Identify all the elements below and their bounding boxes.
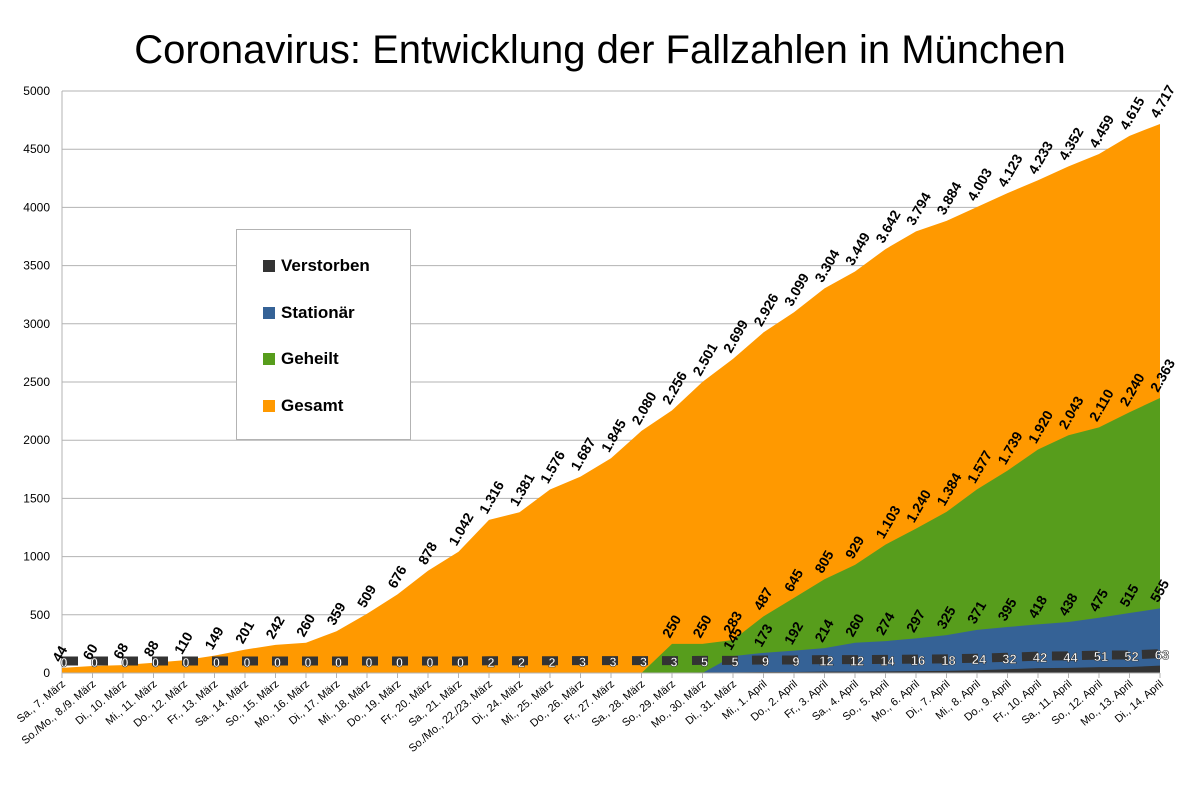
data-label-gesamt: 4.233: [1025, 138, 1056, 177]
y-tick-label: 500: [30, 608, 50, 622]
y-tick-label: 5000: [23, 84, 50, 98]
data-label-gesamt: 4.459: [1086, 112, 1117, 151]
data-label-verstorben: 12: [819, 654, 833, 669]
y-tick-label: 3500: [23, 259, 50, 273]
data-label-gesamt: 68: [110, 640, 132, 662]
data-label-verstorben: 2: [518, 655, 525, 670]
data-label-verstorben: 0: [426, 655, 433, 670]
data-label-gesamt: 878: [415, 539, 441, 567]
data-label-verstorben: 3: [670, 655, 677, 670]
data-label-verstorben: 0: [365, 655, 372, 670]
legend-item-stationaer: Stationär: [263, 303, 355, 323]
legend-swatch-verstorben: [263, 260, 275, 272]
data-label-gesamt: 60: [79, 641, 101, 663]
area-verstorben: [62, 665, 1160, 673]
data-label-gesamt: 509: [354, 582, 380, 610]
data-label-verstorben: 0: [60, 655, 67, 670]
legend: Verstorben Stationär Geheilt Gesamt: [236, 229, 411, 440]
data-label-verstorben: 0: [396, 655, 403, 670]
legend-item-gesamt: Gesamt: [263, 396, 343, 416]
y-tick-label: 1500: [23, 491, 50, 505]
data-label-gesamt: 4.352: [1055, 124, 1086, 163]
line-verstorben: [62, 649, 1161, 666]
data-label-verstorben: 24: [972, 652, 987, 667]
data-label-verstorben: 0: [304, 655, 311, 670]
data-label-gesamt: 2.080: [628, 389, 659, 428]
data-label-verstorben: 5: [731, 654, 738, 669]
area-geheilt: [641, 397, 1160, 673]
data-label-verstorben: 14: [880, 653, 895, 668]
data-label-gesamt: 3.794: [903, 189, 934, 228]
data-label-gesamt: 44: [49, 643, 71, 665]
y-tick-label: 2000: [23, 433, 50, 447]
y-tick-label: 3000: [23, 317, 50, 331]
data-label-gesamt: 1.316: [476, 478, 507, 517]
data-label-gesamt: 201: [232, 618, 258, 646]
data-label-verstorben: 0: [274, 655, 281, 670]
legend-label-verstorben: Verstorben: [281, 256, 370, 275]
data-label-verstorben: 0: [243, 655, 250, 670]
data-label-verstorben: 16: [911, 653, 925, 668]
data-label-gesamt: 359: [323, 599, 349, 627]
data-label-verstorben: 0: [152, 655, 159, 670]
data-label-gesamt: 4.123: [994, 151, 1025, 190]
data-label-gesamt: 88: [140, 638, 162, 660]
data-label-verstorben: 12: [850, 654, 864, 669]
y-tick-label: 1000: [23, 550, 50, 564]
legend-swatch-gesamt: [263, 400, 275, 412]
data-label-gesamt: 676: [384, 562, 410, 590]
data-label-verstorben: 9: [762, 654, 769, 669]
data-label-gesamt: 4.615: [1116, 94, 1147, 133]
data-label-gesamt: 1.576: [537, 448, 568, 487]
data-label-gesamt: 3.642: [872, 207, 903, 246]
data-label-verstorben: 0: [335, 655, 342, 670]
data-label-verstorben: 44: [1063, 650, 1078, 665]
legend-label-geheilt: Geheilt: [281, 349, 339, 368]
series-areas: [62, 123, 1161, 673]
y-tick-label: 2500: [23, 375, 50, 389]
data-label-gesamt: 4.717: [1147, 82, 1178, 121]
data-label-verstorben: 0: [182, 655, 189, 670]
data-label-verstorben: 51: [1094, 649, 1108, 664]
data-label-gesamt: 149: [201, 624, 227, 652]
data-label-verstorben: 0: [213, 655, 220, 670]
chart-title: Coronavirus: Entwicklung der Fallzahlen …: [134, 28, 1066, 72]
area-gesamt: [62, 123, 1160, 673]
data-label-verstorben: 3: [579, 655, 586, 670]
data-label-gesamt: 4.003: [964, 165, 995, 204]
data-label-verstorben: 3: [609, 655, 616, 670]
data-label-gesamt: 242: [262, 613, 288, 641]
data-label-verstorben: 3: [640, 655, 647, 670]
data-label-verstorben: 2: [548, 655, 555, 670]
data-label-gesamt: 110: [171, 629, 196, 657]
legend-label-stationaer: Stationär: [281, 303, 355, 322]
y-axis: 0 500 1000 1500 2000 2500 3000 3500 4000 4500 5000: [23, 84, 50, 680]
data-label-verstorben: 42: [1033, 650, 1047, 665]
data-label-verstorben: 52: [1124, 649, 1138, 664]
y-tick-label: 4000: [23, 200, 50, 214]
data-label-verstorben: 5: [701, 654, 708, 669]
legend-swatch-geheilt: [263, 353, 275, 365]
y-tick-label: 0: [43, 666, 50, 680]
data-label-gesamt: 2.926: [750, 290, 781, 329]
legend-item-geheilt: Geheilt: [263, 349, 339, 369]
legend-item-verstorben: Verstorben: [263, 256, 370, 276]
data-label-verstorben: 63: [1155, 648, 1169, 663]
data-label-verstorben: 0: [91, 655, 98, 670]
data-label-verstorben: 0: [121, 655, 128, 670]
data-label-verstorben: 32: [1002, 651, 1016, 666]
data-label-verstorben: 2: [487, 655, 494, 670]
legend-label-gesamt: Gesamt: [281, 396, 344, 415]
data-label-gesamt: 3.884: [933, 179, 964, 218]
data-label-verstorben: 0: [457, 655, 464, 670]
y-tick-label: 4500: [23, 142, 50, 156]
legend-swatch-stationaer: [263, 307, 275, 319]
data-label-verstorben: 9: [792, 654, 799, 669]
data-label-verstorben: 18: [941, 653, 955, 668]
